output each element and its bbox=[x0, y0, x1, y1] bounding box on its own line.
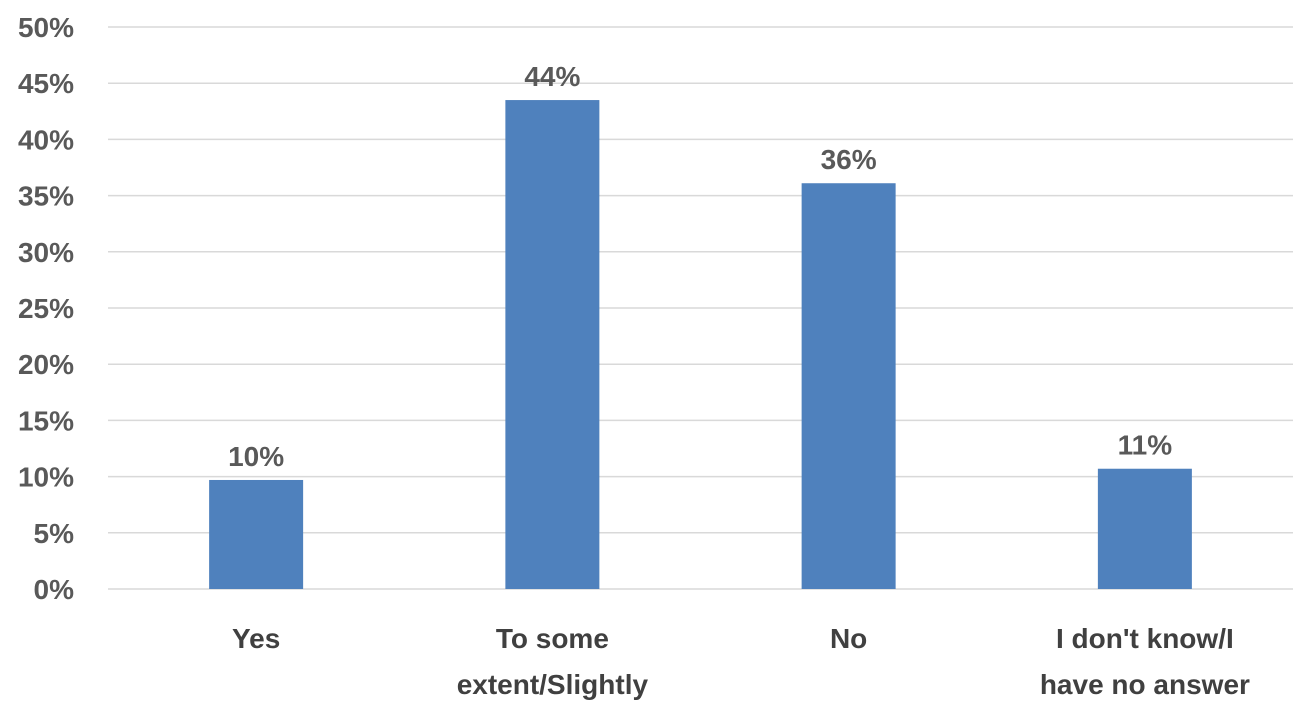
y-tick-label: 5% bbox=[34, 518, 75, 549]
gridlines bbox=[108, 26, 1293, 590]
y-tick-label: 45% bbox=[18, 68, 74, 99]
category-label: I don't know/I have no answer bbox=[1040, 623, 1250, 700]
data-label: 11% bbox=[1118, 430, 1173, 461]
data-label: 10% bbox=[228, 441, 284, 472]
y-tick-label: 50% bbox=[18, 12, 74, 43]
y-tick-label: 25% bbox=[18, 293, 74, 324]
bar bbox=[505, 100, 600, 589]
data-label: 44% bbox=[524, 61, 580, 92]
data-label: 36% bbox=[821, 144, 877, 175]
y-tick-label: 40% bbox=[18, 124, 74, 155]
category-labels: Yes To some extent/Slightly No I don't know/… bbox=[232, 623, 1250, 700]
bar bbox=[209, 479, 304, 589]
y-tick-label: 30% bbox=[18, 237, 74, 268]
bars bbox=[209, 100, 1192, 589]
bar bbox=[801, 183, 896, 589]
y-axis-tick-labels: 0% 5% 10% 15% 20% 25% 30% 35% 40% 45% 50% bbox=[18, 12, 74, 605]
y-tick-label: 20% bbox=[18, 349, 74, 380]
y-tick-label: 10% bbox=[18, 462, 74, 493]
bar bbox=[1097, 468, 1192, 589]
category-label: Yes bbox=[232, 623, 280, 654]
y-tick-label: 35% bbox=[18, 181, 74, 212]
y-tick-label: 0% bbox=[34, 574, 75, 605]
data-labels: 10% 44% 36% 11% bbox=[228, 61, 1172, 472]
y-tick-label: 15% bbox=[18, 405, 74, 436]
category-label: No bbox=[830, 623, 867, 654]
category-label: To some extent/Slightly bbox=[457, 623, 649, 700]
